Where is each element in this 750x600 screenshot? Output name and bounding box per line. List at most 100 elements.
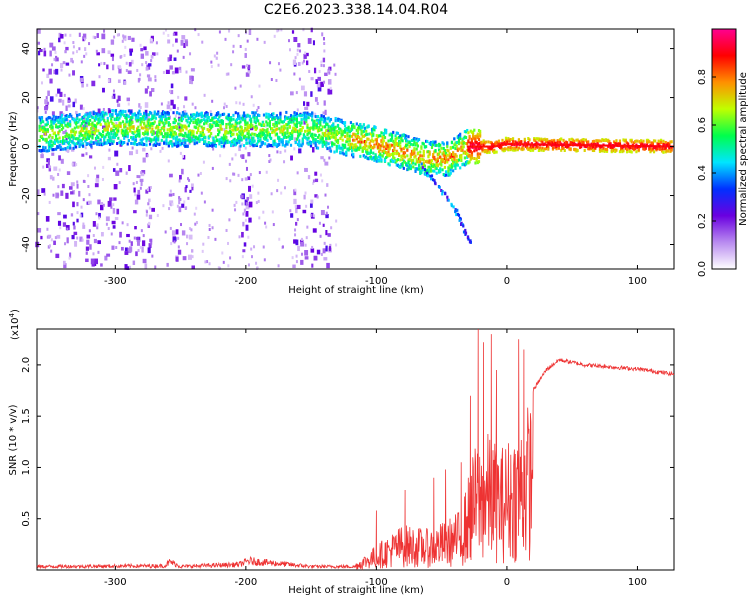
ridge-cell <box>46 116 49 120</box>
ridge-cell <box>312 139 315 143</box>
noise-cell <box>159 141 162 145</box>
ridge-core-cell <box>470 145 473 148</box>
ridge-cell <box>326 117 329 121</box>
noise-cell <box>146 154 149 158</box>
ridge-cell <box>180 119 183 123</box>
ridge-cell <box>397 152 401 156</box>
ridge-cell <box>45 137 48 141</box>
ridge-cell <box>351 124 354 128</box>
noise-cell <box>162 204 165 208</box>
ridge-cell <box>362 154 365 158</box>
ridge-cell <box>602 138 605 142</box>
ridge-cell <box>306 133 309 137</box>
ridge-core-cell <box>639 145 642 148</box>
ridge-cell <box>234 143 237 147</box>
ridge-cell <box>63 139 66 143</box>
noise-cell <box>178 179 181 183</box>
noise-cell <box>191 186 194 191</box>
noise-cell <box>277 28 280 32</box>
noise-cell <box>123 80 127 85</box>
ridge-cell <box>502 147 505 151</box>
ridge-cell <box>282 120 286 124</box>
ridge-cell <box>403 136 407 140</box>
ridge-cell <box>226 130 229 134</box>
noise-cell <box>247 176 251 181</box>
ridge-cell <box>121 133 125 137</box>
ridge-cell <box>354 133 357 137</box>
y-tick-label: -40 <box>21 236 32 252</box>
noise-cell <box>43 192 46 196</box>
ridge-cell <box>615 142 618 146</box>
ridge-cell <box>281 139 284 143</box>
ridge-cell <box>628 149 631 153</box>
ridge-cell <box>257 133 260 137</box>
noise-cell <box>276 29 279 33</box>
ridge-core-cell <box>605 144 608 147</box>
ridge-cell <box>144 130 147 134</box>
ridge-core-cell <box>516 143 519 146</box>
ridge-cell <box>172 132 175 136</box>
ridge-cell <box>91 124 94 128</box>
ridge-cell <box>365 129 368 133</box>
ridge-core-cell <box>546 143 549 146</box>
ridge-cell <box>183 134 186 138</box>
ridge-cell <box>531 145 535 149</box>
noise-cell <box>134 193 137 197</box>
noise-cell <box>165 69 170 75</box>
ridge-cell <box>100 143 103 147</box>
ridge-cell <box>80 133 84 137</box>
ridge-cell <box>124 122 127 126</box>
noise-cell <box>188 254 192 260</box>
ridge-core-cell <box>642 145 645 148</box>
ridge-cell <box>275 121 279 125</box>
noise-cell <box>86 83 89 87</box>
ridge-cell <box>213 143 216 147</box>
ridge-cell <box>239 120 242 124</box>
ridge-cell <box>306 137 309 141</box>
noise-cell <box>54 50 57 54</box>
ridge-cell <box>372 151 375 155</box>
ridge-cell <box>392 160 395 164</box>
ridge-cell <box>388 143 391 147</box>
ridge-cell <box>472 142 475 146</box>
noise-cell <box>101 177 104 181</box>
ridge-cell <box>141 137 145 141</box>
ridge-core-cell <box>497 144 500 147</box>
ridge-cell <box>207 136 210 140</box>
ridge-cell <box>494 150 497 154</box>
ridge-cell <box>285 123 288 127</box>
ridge-cell <box>455 158 458 162</box>
ridge-cell <box>300 118 303 122</box>
noise-cell <box>69 33 72 37</box>
noise-cell <box>91 263 95 267</box>
noise-cell <box>303 59 306 63</box>
ridge-cell <box>155 130 159 134</box>
noise-cell <box>62 61 66 65</box>
noise-cell <box>121 39 124 43</box>
ridge-cell <box>225 140 228 144</box>
ridge-cell <box>346 137 349 141</box>
ridge-cell <box>332 132 335 136</box>
ridge-cell <box>368 152 371 156</box>
ridge-cell <box>425 139 428 143</box>
noise-cell <box>189 75 193 81</box>
ridge-cell <box>470 137 474 141</box>
noise-cell <box>142 258 147 264</box>
ridge-cell <box>333 131 336 135</box>
ridge-cell <box>374 138 377 142</box>
ridge-cell <box>170 131 173 135</box>
ridge-cell <box>108 114 112 118</box>
ridge-cell <box>476 154 479 158</box>
ridge-cell <box>360 132 363 136</box>
ridge-cell <box>526 144 529 148</box>
ridge-cell <box>381 149 384 153</box>
ridge-cell <box>341 138 344 142</box>
ridge-cell <box>452 161 455 165</box>
ridge-cell <box>347 143 350 147</box>
ridge-cell <box>647 138 650 142</box>
ridge-cell <box>405 144 408 148</box>
ridge-cell <box>153 111 156 115</box>
branch-cell <box>460 221 463 225</box>
ridge-core-cell <box>514 143 517 146</box>
